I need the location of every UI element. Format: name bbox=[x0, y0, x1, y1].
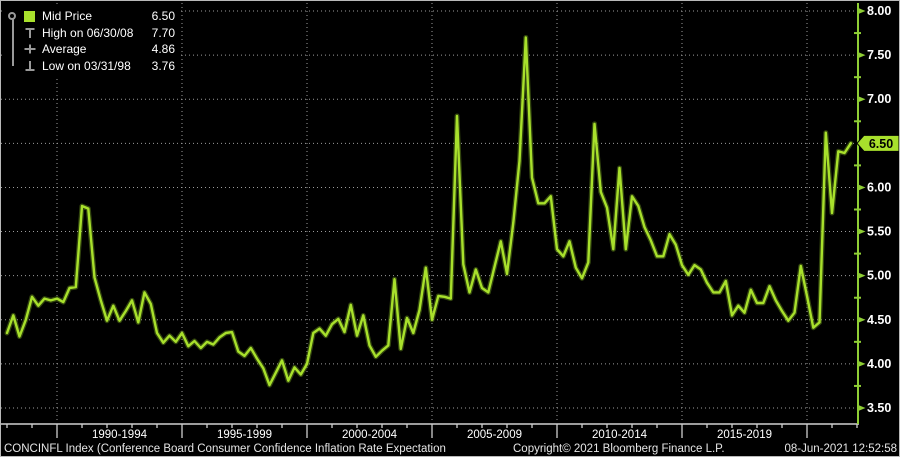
legend-label: Mid Price bbox=[42, 9, 93, 23]
gridlines bbox=[1, 3, 857, 422]
high-whisker-icon bbox=[24, 27, 39, 39]
x-axis-label: 1995-1999 bbox=[217, 429, 272, 441]
legend-row-mid-price[interactable]: Mid Price 6.50 bbox=[24, 8, 178, 25]
legend-row-average[interactable]: Average 4.86 bbox=[24, 41, 178, 58]
legend-row-high[interactable]: High on 06/30/08 7.70 bbox=[24, 25, 178, 42]
legend-value: 7.70 bbox=[151, 25, 175, 40]
last-price-marker[interactable]: 6.50 bbox=[856, 134, 899, 152]
y-axis-label: 5.00 bbox=[867, 269, 891, 283]
status-bar: CONCINFL Index (Conference Board Consume… bbox=[1, 440, 899, 455]
x-axis: 1990-1994 1995-1999 2000-2004 2005-2009 2010… bbox=[1, 423, 859, 441]
y-axis: 3.50 4.00 4.50 5.00 5.50 6.00 7.00 7.50 8.00 bbox=[854, 3, 891, 424]
y-axis-label: 7.50 bbox=[867, 48, 891, 62]
x-axis-label: 2010-2014 bbox=[592, 429, 648, 441]
y-axis-label: 5.50 bbox=[867, 225, 891, 239]
low-whisker-icon bbox=[24, 60, 39, 72]
y-axis-label: 4.50 bbox=[867, 313, 891, 327]
ticker-description: CONCINFL Index (Conference Board Consume… bbox=[4, 443, 446, 455]
y-axis-label: 4.00 bbox=[867, 357, 891, 371]
y-axis-label: 8.00 bbox=[867, 4, 891, 18]
average-marker-icon bbox=[24, 43, 39, 55]
x-axis-label: 2015-2019 bbox=[717, 429, 772, 441]
svg-text:6.50: 6.50 bbox=[869, 137, 893, 151]
legend-row-low[interactable]: Low on 03/31/98 3.76 bbox=[24, 58, 178, 75]
copyright-text: Copyright© 2021 Bloomberg Finance L.P. bbox=[513, 443, 725, 455]
y-axis-label: 7.00 bbox=[867, 92, 891, 106]
y-axis-label: 6.00 bbox=[867, 180, 891, 194]
x-axis-label: 2005-2009 bbox=[467, 429, 522, 441]
legend-label: Average bbox=[42, 42, 87, 56]
legend-label: Low on 03/31/98 bbox=[42, 58, 131, 73]
mid-price-swatch-icon bbox=[24, 10, 39, 22]
legend-value: 4.86 bbox=[151, 42, 175, 56]
legend-label: High on 06/30/08 bbox=[42, 25, 134, 40]
timestamp: 08-Jun-2021 12:52:58 bbox=[784, 443, 897, 455]
x-axis-label: 1990-1994 bbox=[92, 429, 148, 441]
legend-value: 6.50 bbox=[151, 9, 175, 23]
y-axis-label: 3.50 bbox=[867, 401, 891, 415]
range-whisker-line bbox=[12, 17, 14, 66]
legend-value: 3.76 bbox=[151, 58, 175, 73]
chart-legend: Mid Price 6.50 High on 06/30/08 7.70 Ave… bbox=[4, 4, 180, 78]
x-axis-label: 2000-2004 bbox=[342, 429, 398, 441]
range-whisker-cap-icon bbox=[8, 12, 16, 20]
mid-price-line bbox=[4, 35, 854, 388]
